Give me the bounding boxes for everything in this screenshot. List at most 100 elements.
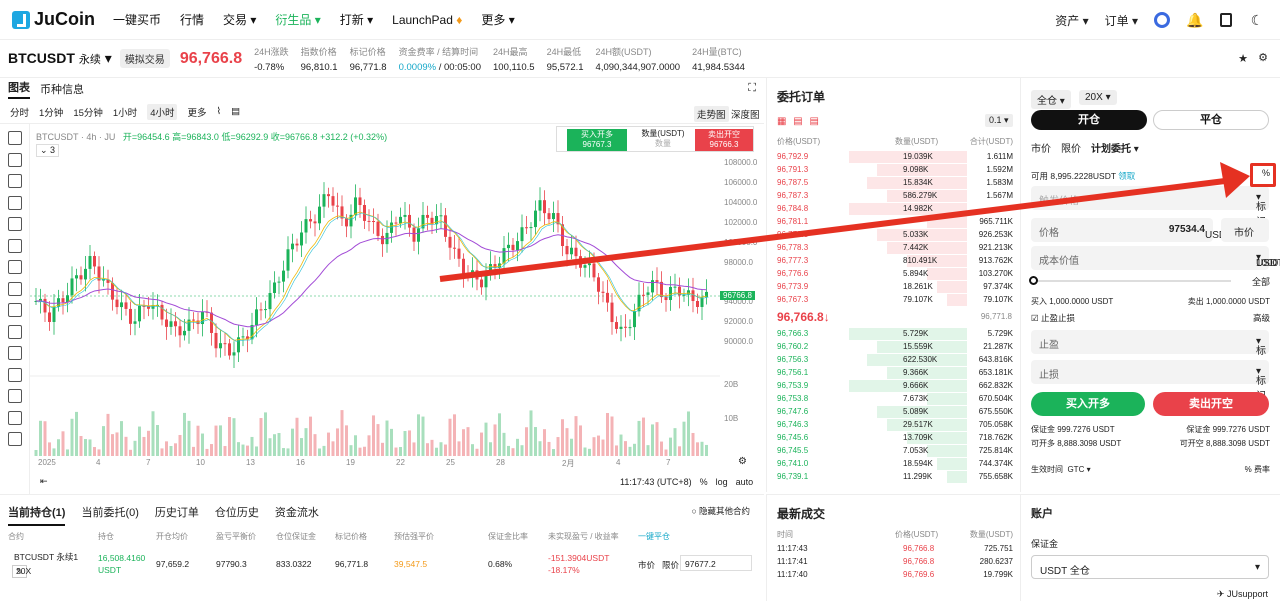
bid-row[interactable]: 96,756.1 9.366K 653.181K [777, 367, 1013, 379]
tab-order-history[interactable]: 历史订单 [154, 507, 199, 519]
ask-row[interactable]: 96,791.3 9.098K 1.592M [777, 164, 1013, 176]
lock-icon[interactable] [7, 389, 22, 403]
price-input[interactable]: 价格 97534.4 USDT [1031, 218, 1232, 242]
ask-row[interactable]: 96,767.3 79.107K 79.107K [777, 294, 1013, 306]
close-market-button[interactable]: 市价 [638, 560, 656, 570]
fee-link[interactable]: % 费率 [1244, 465, 1270, 474]
bid-row[interactable]: 96,747.6 5.089K 675.550K [777, 406, 1013, 418]
ask-row[interactable]: 96,787.3 586.279K 1.567M [777, 190, 1013, 202]
tab-coin-info[interactable]: 币种信息 [40, 84, 84, 96]
nav-item-more[interactable]: 更多 ▾ [481, 13, 515, 27]
ask-row[interactable]: 96,792.9 19.039K 1.611M [777, 151, 1013, 163]
ruler-icon[interactable] [7, 303, 22, 317]
leverage-select[interactable]: 20X ▾ [1079, 90, 1117, 105]
ask-row[interactable]: 96,773.9 18.261K 97.374K [777, 281, 1013, 293]
open-tab[interactable]: 开仓 [1031, 110, 1147, 130]
ask-row[interactable]: 96,779.3 5.033K 926.253K [777, 229, 1013, 241]
take-profit-input[interactable]: 止盈标记 ▾ [1031, 330, 1269, 372]
fullscreen-icon[interactable]: ⛶ [748, 82, 756, 94]
trash-icon[interactable] [7, 432, 22, 446]
nav-item-market[interactable]: 行情 [180, 13, 205, 27]
ask-row[interactable]: 96,784.8 14.982K [767, 203, 1021, 216]
log-toggle[interactable]: log [715, 477, 728, 487]
tab-chart[interactable]: 图表 [8, 79, 30, 99]
bid-row[interactable]: 96,739.1 11.299K 755.658K [777, 471, 1013, 483]
download-icon[interactable] [1220, 13, 1232, 27]
star-icon[interactable]: ★ [1238, 53, 1248, 65]
nav-orders[interactable]: 订单 ▾ [1104, 13, 1138, 28]
quick-buy-button[interactable]: 买入开多 96767.3 [567, 129, 627, 151]
slider-all[interactable]: 全部 [1251, 277, 1270, 287]
brush-tool-icon[interactable] [7, 195, 22, 210]
tab-position-history[interactable]: 仓位历史 [214, 507, 259, 519]
buy-long-button[interactable]: 买入开多 [1031, 392, 1145, 416]
book-view-icons[interactable]: ▦ ▤ ▤ [777, 116, 821, 127]
nav-item-buy[interactable]: 一键买币 [113, 13, 162, 27]
text-tool-icon[interactable] [7, 217, 22, 231]
nav-item-trade[interactable]: 交易 ▾ [223, 13, 257, 27]
close-all-link[interactable]: 一键平仓 [638, 532, 670, 541]
avatar-icon[interactable] [1154, 12, 1170, 28]
auto-toggle[interactable]: auto [735, 477, 754, 487]
ask-row[interactable]: 96,777.3 810.491K 913.762K [777, 255, 1013, 267]
trigger-mark-select[interactable]: 标记 ▾ [1255, 192, 1266, 228]
interval-more[interactable]: 更多 [187, 107, 207, 119]
stop-loss-input[interactable]: 止损标记 ▾ [1031, 360, 1269, 402]
demo-badge[interactable]: 模拟交易 [119, 49, 170, 68]
gear-icon[interactable]: ⚙ [1258, 52, 1268, 64]
bid-row[interactable]: 96,753.8 7.673K 670.504K [777, 393, 1013, 405]
price-chart[interactable]: BTCUSDT · 4h · JU 开=96454.6 高=96843.0 低=… [30, 124, 764, 472]
account-mode-select[interactable]: USDT 全仓 ▾ [1031, 555, 1269, 579]
nav-item-derivatives[interactable]: 衍生品 ▾ [275, 13, 321, 27]
zoom-in-icon[interactable] [7, 324, 22, 339]
hide-others-checkbox[interactable]: ○ 隐藏其他合约 [691, 506, 750, 516]
close-limit-button[interactable]: 限价 [662, 560, 680, 570]
tab-open-orders[interactable]: 当前委托(0) [81, 507, 139, 519]
tif-select[interactable]: 生效时间 GTC ▾ [1031, 465, 1091, 474]
crosshair-icon[interactable] [7, 131, 22, 145]
tab-positions[interactable]: 当前持仓(1) [8, 504, 66, 526]
bid-row[interactable]: 96,760.2 15.559K 21.287K [777, 341, 1013, 353]
tpsl-checkbox[interactable]: ☑ 止盈止损 [1031, 313, 1075, 323]
brand-logo[interactable]: JuCoin [12, 9, 95, 30]
close-limit-price-input[interactable]: 97677.2 [680, 555, 752, 571]
channel-tool-icon[interactable] [7, 174, 22, 188]
interval-15m[interactable]: 15分钟 [73, 107, 103, 119]
ask-row[interactable]: 96,781.1 965.711K [777, 216, 1013, 228]
bell-icon[interactable]: 🔔 [1186, 12, 1204, 28]
quick-sell-button[interactable]: 卖出开空 96766.3 [695, 129, 753, 151]
trigger-price-input[interactable]: 触发价格标记 ▾ [1031, 186, 1269, 228]
bid-row[interactable]: 96,746.3 29.517K 705.058K [777, 419, 1013, 431]
percent-icon[interactable]: % [1261, 168, 1270, 178]
ask-row[interactable]: 96,778.3 7.442K 921.213K [777, 242, 1013, 254]
pattern-tool-icon[interactable] [7, 238, 22, 253]
type-plan[interactable]: 计划委托 ▾ [1091, 144, 1139, 155]
leverage-edit[interactable]: 20X ✎ [12, 565, 31, 578]
indicator-icon[interactable]: ⌇ [216, 106, 222, 117]
amount-slider[interactable] [1031, 280, 1231, 282]
sell-short-button[interactable]: 卖出开空 [1153, 392, 1269, 416]
magnet-icon[interactable] [7, 346, 22, 360]
interval-4h[interactable]: 4小时 [147, 103, 178, 120]
type-market[interactable]: 市价 [1031, 144, 1051, 155]
margin-mode-select[interactable]: 全仓 ▾ [1031, 90, 1071, 109]
interval-1h[interactable]: 1小时 [112, 107, 138, 119]
view-depth[interactable]: 深度图 [731, 110, 760, 121]
close-tab[interactable]: 平仓 [1153, 110, 1269, 130]
bid-row[interactable]: 96,753.9 9.666K 662.832K [777, 380, 1013, 392]
bid-row[interactable]: 96,745.5 7.053K 725.814K [777, 445, 1013, 457]
step-select[interactable]: 0.1 ▾ [985, 114, 1013, 127]
eye-icon[interactable] [7, 410, 22, 425]
slider-handle[interactable] [1029, 276, 1038, 285]
bid-row[interactable]: 96,766.3 5.729K 5.729K [777, 328, 1013, 340]
bid-row[interactable]: 96,756.3 622.530K 643.816K [777, 354, 1013, 366]
view-trend[interactable]: 走势图 [694, 106, 729, 122]
line-tool-icon[interactable] [7, 152, 22, 167]
interval-time[interactable]: 分时 [10, 107, 30, 119]
claim-link[interactable]: 领取 [1118, 171, 1136, 181]
theme-moon-icon[interactable]: ☾ [1250, 12, 1264, 28]
ask-row[interactable]: 96,776.6 5.894K 103.270K [777, 268, 1013, 280]
bid-row[interactable]: 96,745.6 13.709K 718.762K [777, 432, 1013, 444]
measure-tool-icon[interactable] [7, 260, 22, 274]
